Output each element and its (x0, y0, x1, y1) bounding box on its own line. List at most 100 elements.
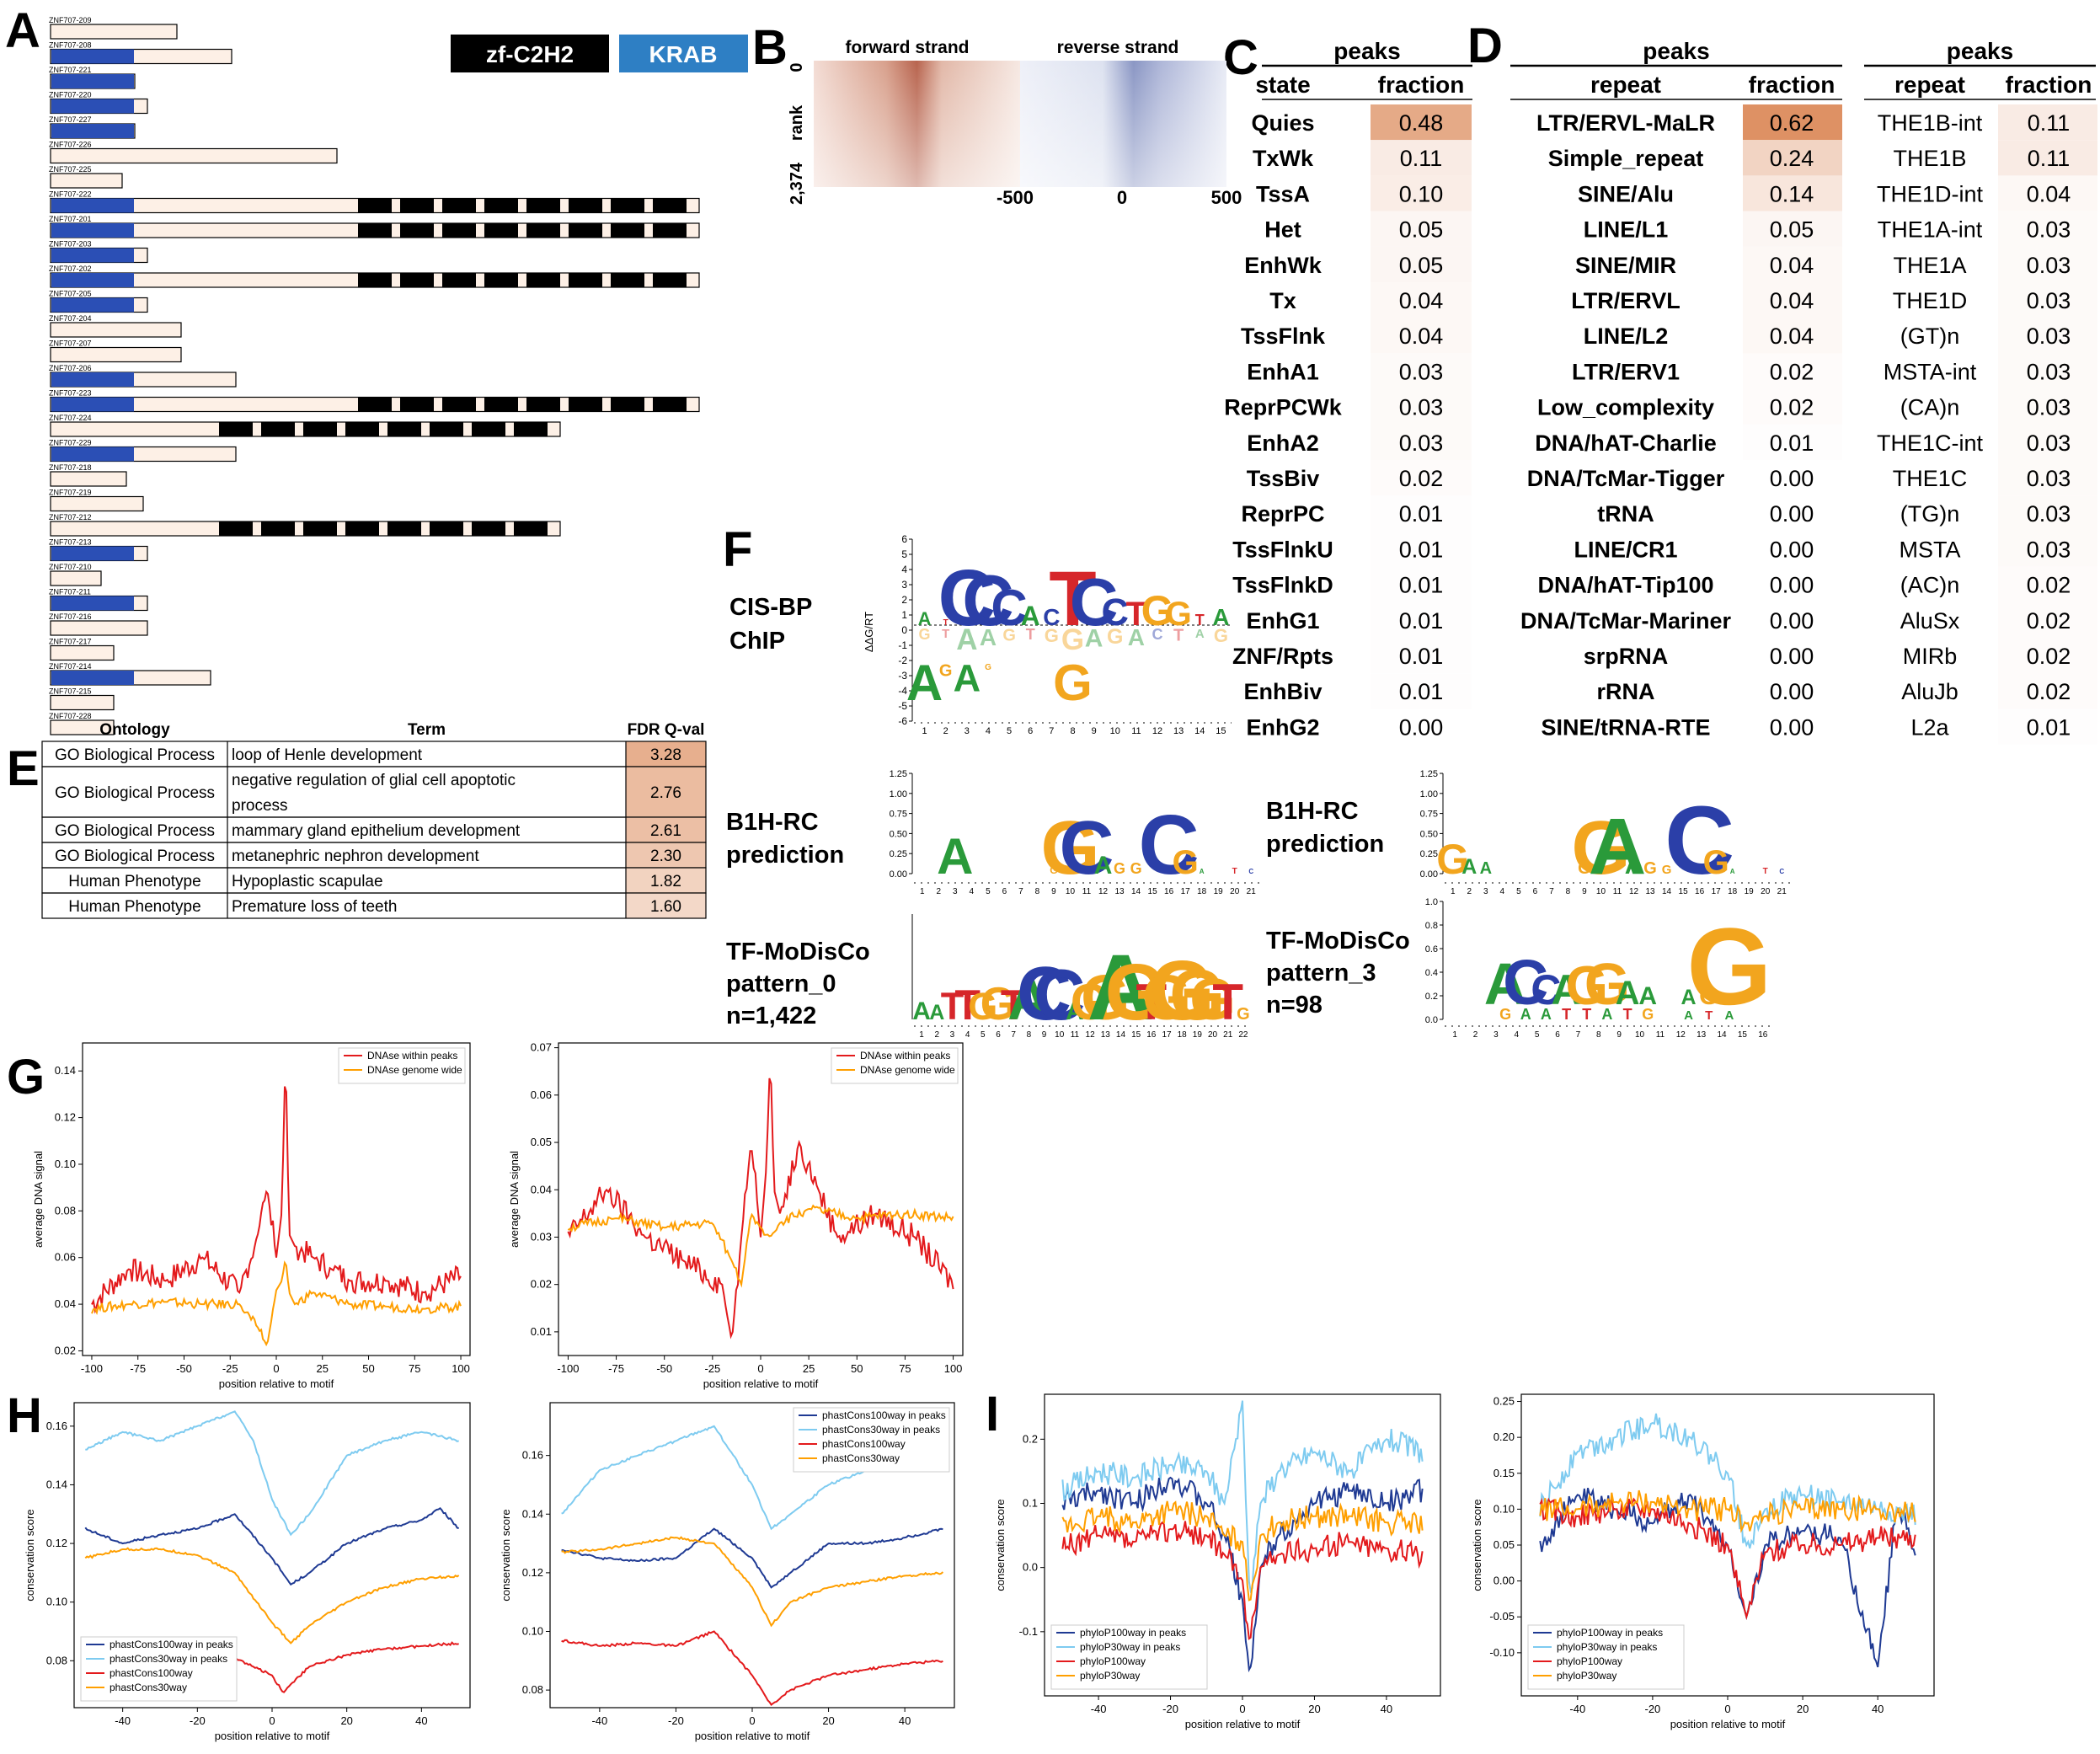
logo-letter: T (1049, 556, 1096, 642)
isoform-name: ZNF707-215 (49, 687, 92, 696)
value-cell-shade (1743, 104, 1842, 141)
table-header: peaks (1643, 38, 1709, 64)
logo-letter: A (1625, 852, 1643, 880)
row-label: TssBiv (1247, 466, 1320, 491)
row-value: 0.11 (2028, 146, 2071, 171)
value-cell-shade (1371, 673, 1472, 709)
logo-letter: A (1484, 951, 1527, 1017)
row-value: 0.04 (1399, 324, 1444, 349)
row-value: 0.03 (1399, 359, 1444, 384)
logo-pos-label: 7 (1049, 726, 1054, 736)
x-tick-label: -50 (656, 1362, 672, 1375)
logo-letter: C (991, 580, 1027, 636)
logo-pos-label: 14 (1194, 726, 1205, 736)
logo-tick-label: 0.2 (1425, 992, 1438, 1002)
isoform-krab-domain (51, 397, 134, 412)
row-label: EnhG2 (1246, 714, 1319, 740)
logo-y-label: ΔΔG/RT (863, 612, 875, 652)
value-cell-shade (1371, 175, 1472, 211)
y-tick-label: 0.08 (522, 1683, 543, 1696)
value-cell-shade (1743, 211, 1842, 247)
logo-letter: G (1686, 905, 1771, 1028)
row-value: 0.11 (2028, 110, 2071, 136)
logo-letter: G (1643, 859, 1657, 878)
logo-pos-label: 13 (1697, 1030, 1707, 1040)
logo-letter: A (1601, 1006, 1612, 1023)
x-tick-label: 100 (452, 1362, 470, 1375)
isoform-name: ZNF707-213 (49, 538, 92, 547)
logo-pos-label: 2 (934, 1030, 939, 1040)
heatmap-rank-bottom: 2,374 (788, 162, 806, 205)
logo-pos-label: 7 (1549, 887, 1554, 896)
isoform-zf-domain (611, 273, 644, 287)
logo-letter: C (1017, 952, 1071, 1036)
logo-pos-label: 13 (1101, 1030, 1111, 1040)
logo-letter: A (1638, 982, 1657, 1010)
isoform-zf-domain (442, 198, 476, 213)
logo-pos-label: 4 (970, 887, 975, 896)
row-value: 0.02 (1770, 395, 1814, 420)
x-axis-label: position relative to motif (219, 1377, 334, 1390)
isoform-name: ZNF707-201 (49, 215, 92, 223)
logo-tick-label: 0 (901, 624, 907, 636)
series-line (85, 1410, 459, 1537)
chart-i1: -40 -20 0 20 40 -0.1 0.0 0.1 0.2 position relativ… (994, 1393, 1441, 1730)
logo-pos-label: 6 (996, 1030, 1001, 1040)
row-label: DNA/hAT-Tip100 (1537, 573, 1713, 598)
term-cell: process (232, 797, 288, 815)
y-tick-label: 0.07 (531, 1041, 552, 1054)
isoform-zf-domain (472, 422, 505, 436)
value-cell-shade (1371, 566, 1472, 602)
x-tick-label: 50 (362, 1362, 374, 1375)
logo-letter: G (981, 977, 1017, 1029)
legend-entry: phyloP100way in peaks (1080, 1627, 1186, 1639)
row-label: EnhG1 (1246, 608, 1319, 634)
row-label: MIRb (1903, 644, 1958, 669)
row-value: 0.03 (2027, 288, 2071, 313)
row-value: 0.03 (2027, 537, 2071, 562)
y-tick-label: 0.10 (55, 1158, 76, 1170)
modisco0-label: TF-MoDisCo (726, 938, 870, 965)
isoform-rows: ZNF707-209 ZNF707-208 ZNF707-221 ZNF707-220… (49, 16, 700, 735)
logo-letter: T (1135, 974, 1167, 1030)
row-value: 0.01 (1770, 430, 1814, 456)
isoform-zf-domain (526, 273, 560, 287)
series-line (91, 1260, 462, 1347)
logo-tick-label: 3 (901, 579, 907, 591)
y-tick-label: 0.05 (531, 1136, 552, 1148)
legend-zf-swatch (451, 35, 609, 72)
row-value: 0.11 (1400, 146, 1443, 171)
y-tick-label: 0.01 (531, 1325, 552, 1338)
isoform-zf-domain (526, 223, 560, 238)
logo-pos-label: 10 (1066, 887, 1076, 896)
row-value: 0.03 (1399, 430, 1444, 456)
row-value: 0.02 (2027, 573, 2071, 598)
row-label: LTR/ERVL (1571, 288, 1681, 313)
column-header: state (1255, 72, 1310, 98)
logo-letter: G (1214, 625, 1228, 646)
row-label: (GT)n (1900, 324, 1960, 349)
logo-letter: C (1503, 947, 1548, 1018)
panel-letter-h: H (7, 1388, 42, 1443)
y-tick-label: -0.05 (1489, 1610, 1515, 1623)
logo-letter: T (954, 981, 981, 1029)
x-tick-label: 0 (757, 1362, 763, 1375)
legend-entry: DNAse within peaks (860, 1050, 950, 1061)
logo-letter: T (942, 627, 949, 641)
isoform-zf-domain (387, 521, 421, 536)
logo-letter: G (1114, 860, 1125, 877)
logo-pos-label: 20 (1761, 887, 1771, 896)
x-axis-label: position relative to motif (215, 1730, 330, 1742)
column-header: fraction (1378, 72, 1465, 98)
logo-tick-label: 0.00 (1420, 869, 1438, 880)
value-cell-shade (1998, 104, 2097, 141)
logo-letter: C (1060, 806, 1114, 890)
logo-letter: G (1071, 974, 1110, 1030)
ontology-cell: GO Biological Process (55, 784, 215, 802)
logo-letter: T (941, 985, 965, 1028)
logo-tick-label: -3 (898, 670, 907, 682)
x-tick-label: -20 (1162, 1703, 1178, 1715)
row-label: LINE/L1 (1584, 217, 1669, 243)
logo-tick-label: -2 (898, 655, 907, 666)
